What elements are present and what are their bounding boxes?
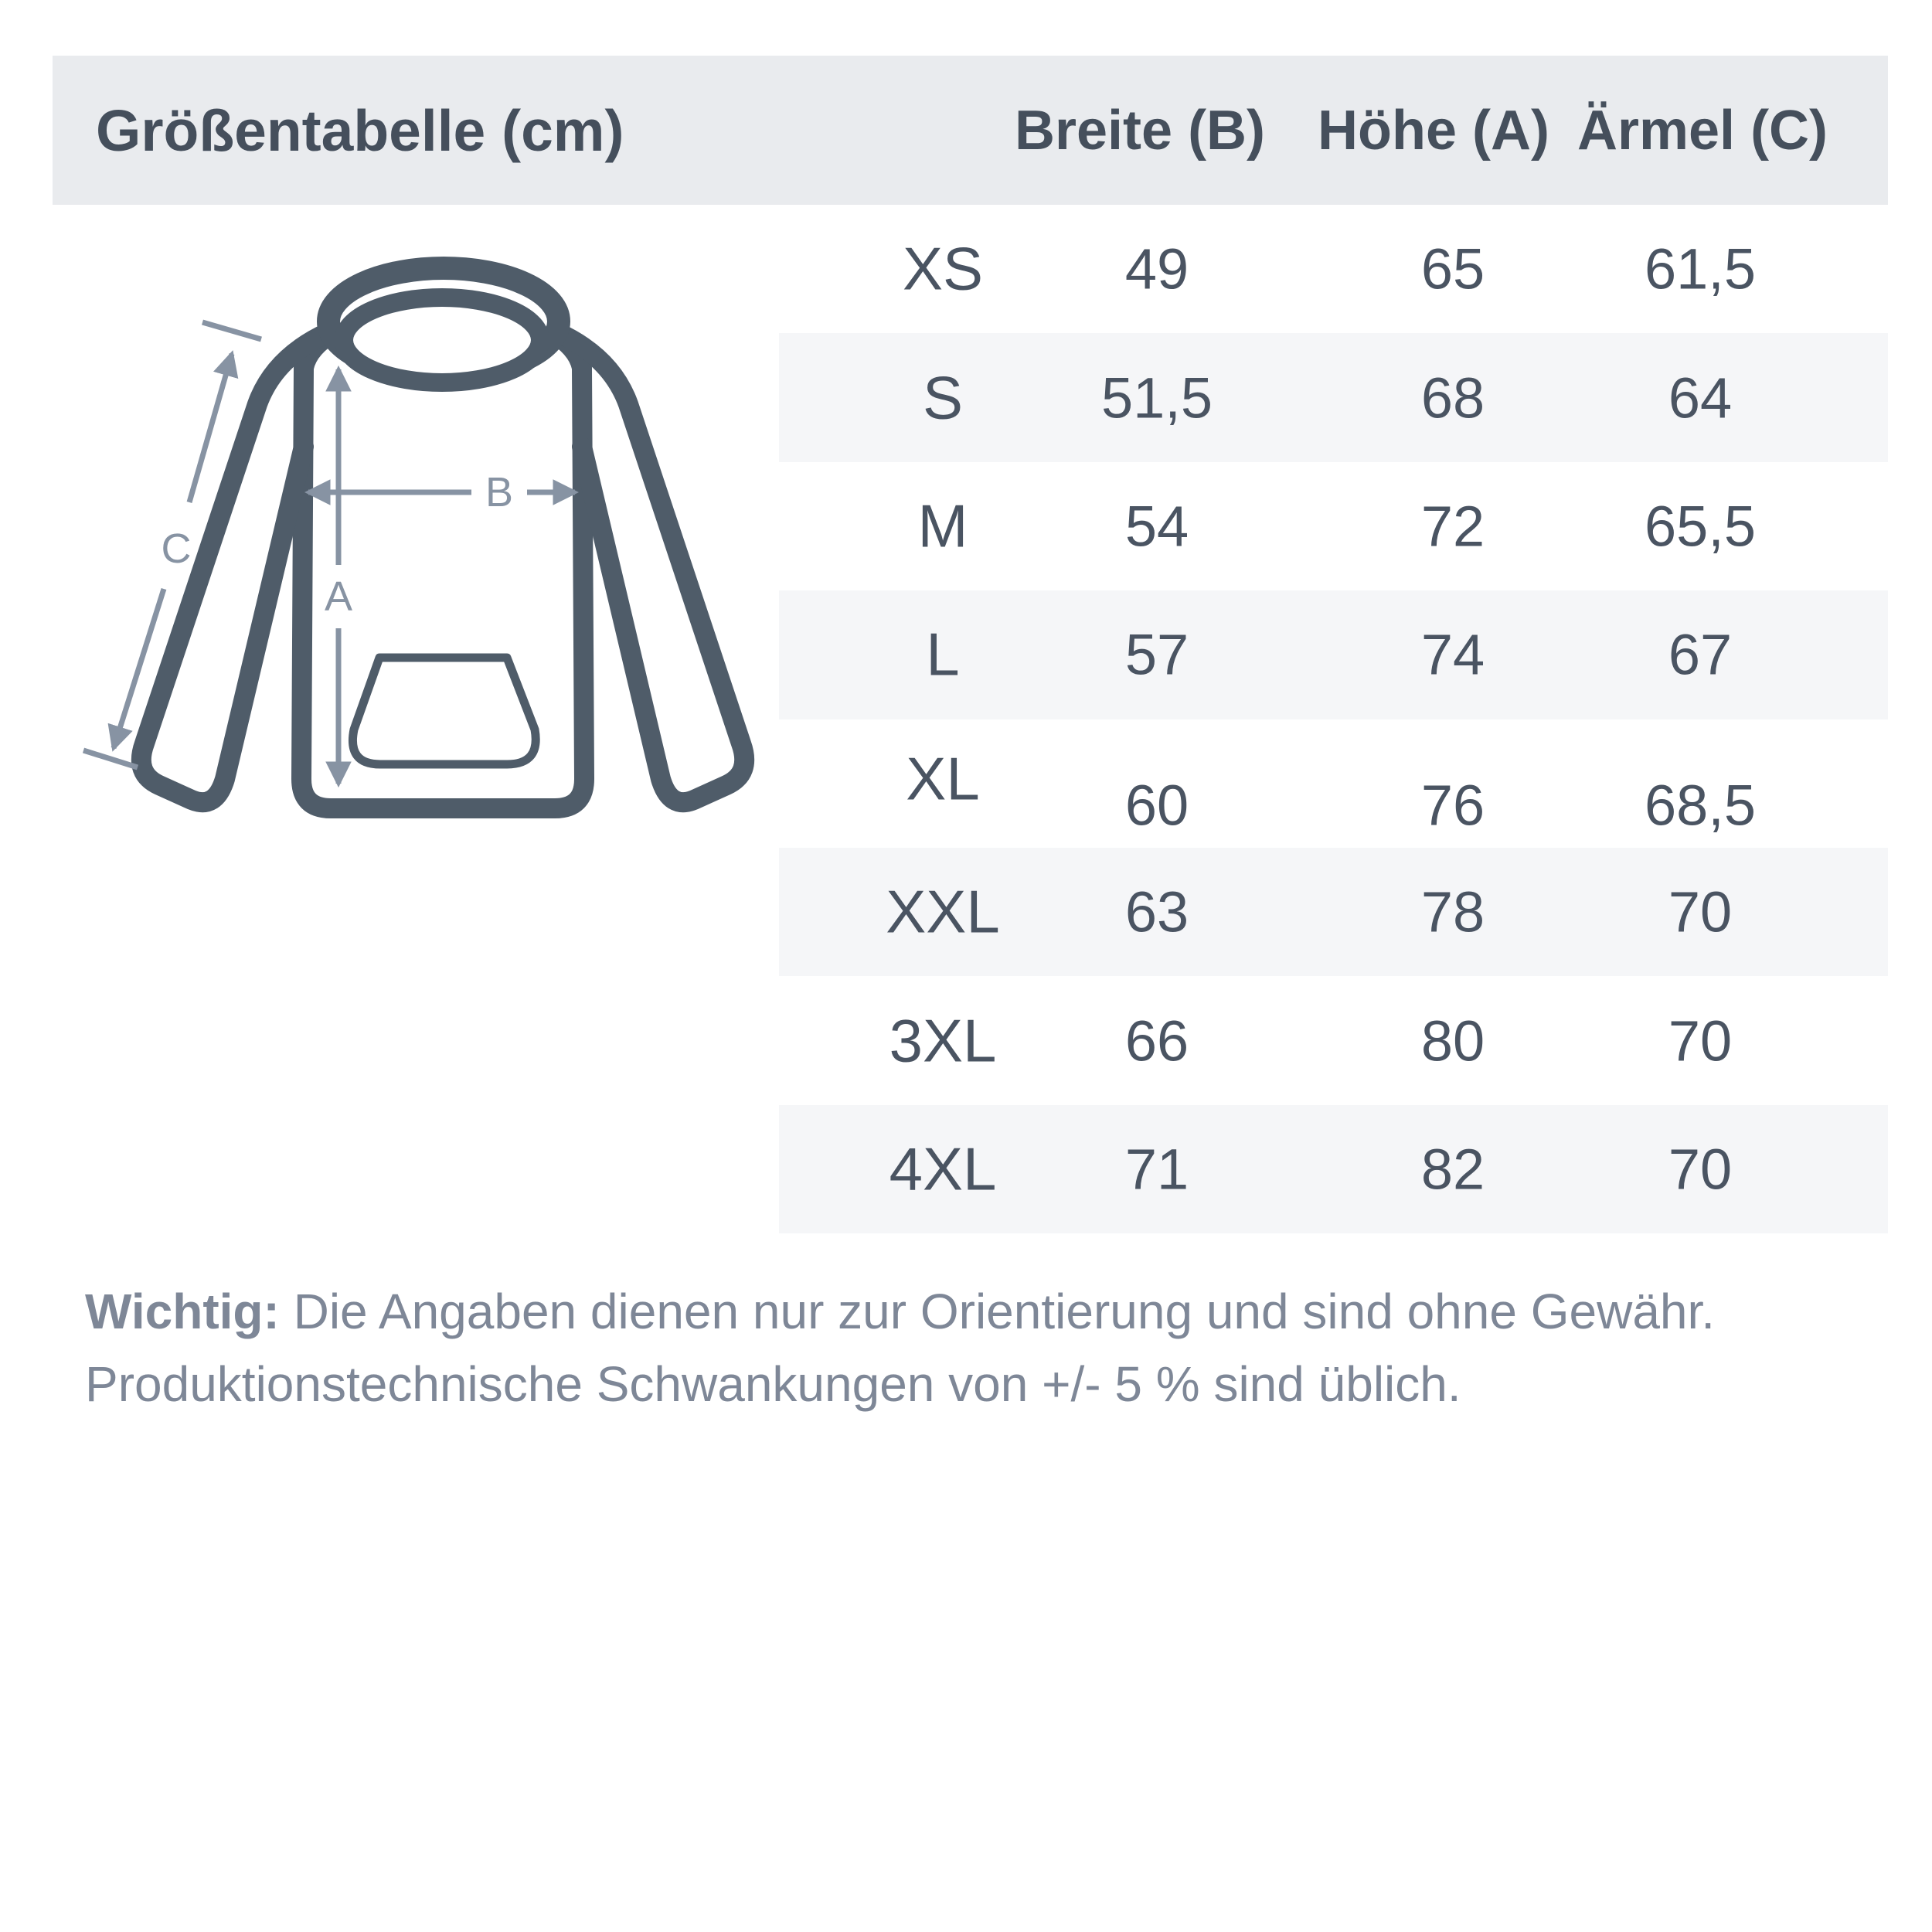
breite-value: 51,5	[1100, 366, 1213, 430]
column-header-aermel: Ärmel (C)	[1577, 99, 1828, 162]
aermel-value: 64	[1668, 366, 1733, 430]
hoehe-value: 65	[1420, 236, 1485, 301]
table-row-l: L 57 74 67	[779, 590, 1888, 719]
hoehe-value: 80	[1420, 1009, 1485, 1073]
size-label: XL	[906, 744, 980, 813]
size-label: 4XL	[889, 1134, 997, 1203]
breite-value: 63	[1124, 879, 1189, 944]
breite-value: 49	[1124, 236, 1189, 301]
aermel-value: 68,5	[1644, 773, 1757, 838]
aermel-value: 70	[1668, 1009, 1733, 1073]
table-row-s: S 51,5 68 64	[779, 333, 1888, 462]
aermel-value: 70	[1668, 879, 1733, 944]
breite-value: 60	[1124, 773, 1189, 838]
breite-value: 54	[1124, 494, 1189, 559]
aermel-value: 70	[1668, 1137, 1733, 1202]
hoehe-value: 68	[1420, 366, 1485, 430]
table-row-m: M 54 72 65,5	[779, 462, 1888, 590]
breite-value: 66	[1124, 1009, 1189, 1073]
hoodie-diagram: A B C	[82, 257, 755, 818]
size-table: XS 49 65 61,5 S 51,5 68 64 M 54 72 65,5 …	[779, 205, 1888, 1234]
hoehe-value: 74	[1420, 622, 1485, 687]
hoehe-value: 82	[1420, 1137, 1485, 1202]
size-label: S	[922, 363, 964, 432]
disclaimer-note: Wichtig: Die Angaben dienen nur zur Orie…	[85, 1275, 1886, 1420]
hoodie-left-sleeve	[131, 322, 338, 813]
aermel-value: 65,5	[1644, 494, 1757, 559]
hoehe-value: 72	[1420, 494, 1485, 559]
column-header-hoehe: Höhe (A)	[1318, 99, 1549, 162]
column-header-breite: Breite (B)	[1014, 99, 1266, 162]
disclaimer-text-1: Die Angaben dienen nur zur Orientierung …	[293, 1284, 1716, 1339]
table-row-3xl: 3XL 66 80 70	[779, 976, 1888, 1104]
measure-label-c: C	[162, 526, 192, 572]
breite-value: 71	[1124, 1137, 1189, 1202]
size-chart-header: Größentabelle (cm) Breite (B) Höhe (A) Ä…	[53, 56, 1888, 205]
disclaimer-line-1: Wichtig: Die Angaben dienen nur zur Orie…	[85, 1275, 1886, 1348]
size-label: 3XL	[889, 1006, 997, 1075]
hoehe-value: 78	[1420, 879, 1485, 944]
size-label: L	[926, 620, 960, 689]
aermel-value: 61,5	[1644, 236, 1757, 301]
breite-value: 57	[1124, 622, 1189, 687]
disclaimer-line-2: Produktionstechnische Schwankungen von +…	[85, 1348, 1886, 1420]
measure-label-a: A	[325, 573, 352, 620]
disclaimer-text-2: Produktionstechnische Schwankungen von +…	[85, 1356, 1461, 1412]
disclaimer-label: Wichtig:	[85, 1284, 280, 1339]
page-title: Größentabelle (cm)	[96, 97, 624, 163]
hoodie-pocket	[349, 653, 540, 769]
aermel-value: 67	[1668, 622, 1733, 687]
size-label: XXL	[886, 877, 1000, 946]
size-label: M	[917, 492, 968, 560]
size-label: XS	[902, 234, 984, 303]
measure-arrow-c	[82, 319, 262, 770]
measure-label-b: B	[485, 469, 513, 515]
table-row-xs: XS 49 65 61,5	[779, 205, 1888, 333]
hoehe-value: 76	[1420, 773, 1485, 838]
table-row-xl: XL 60 76 68,5	[779, 719, 1888, 848]
hoodie-right-sleeve	[547, 322, 755, 813]
hoodie-hood-inner	[335, 288, 549, 392]
table-row-xxl: XXL 63 78 70	[779, 847, 1888, 977]
table-row-4xl: 4XL 71 82 70	[779, 1104, 1888, 1234]
